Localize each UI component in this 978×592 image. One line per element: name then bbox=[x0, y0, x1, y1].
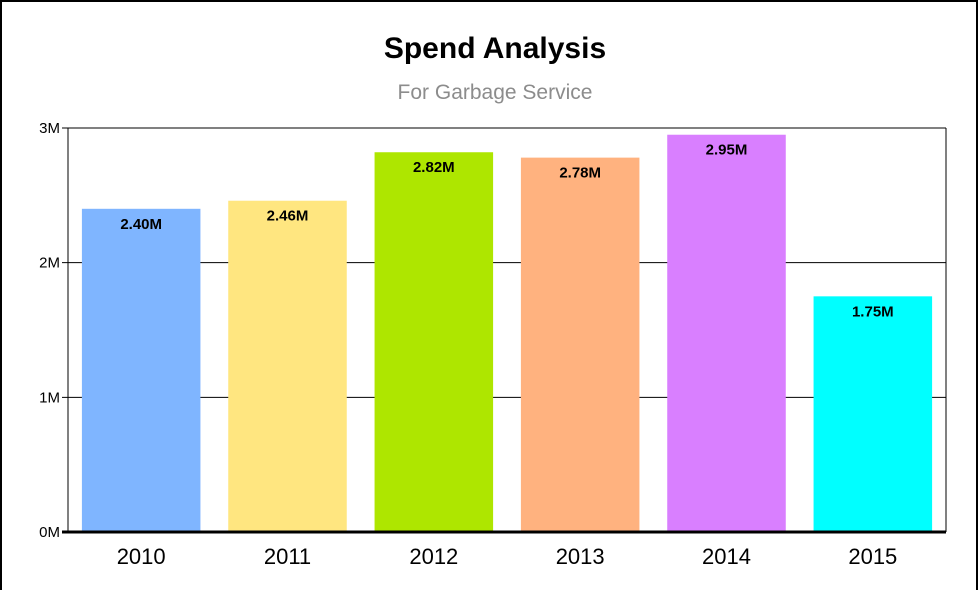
x-axis-ticks: 2010 2011 2012 2013 2014 2015 bbox=[117, 544, 898, 569]
y-axis-ticks: 0M 1M 2M 3M bbox=[39, 120, 60, 541]
y-tick-label: 3M bbox=[39, 120, 60, 137]
data-label: 2.40M bbox=[120, 216, 162, 233]
data-label: 2.78M bbox=[559, 165, 601, 182]
plot-border bbox=[62, 127, 947, 534]
chart-title: Spend Analysis bbox=[384, 32, 606, 65]
data-labels: 2.40M 2.46M 2.82M 2.78M 2.95M 1.75M bbox=[120, 142, 893, 321]
y-tick-label: 1M bbox=[39, 389, 60, 406]
x-tick-label: 2011 bbox=[264, 544, 311, 569]
bars bbox=[81, 134, 933, 533]
x-tick-label: 2014 bbox=[702, 544, 751, 569]
chart-subtitle: For Garbage Service bbox=[398, 81, 593, 104]
bar bbox=[667, 134, 786, 532]
bar bbox=[81, 208, 201, 533]
x-tick-label: 2015 bbox=[848, 544, 897, 569]
x-tick-label: 2012 bbox=[409, 544, 458, 569]
data-label: 2.46M bbox=[267, 208, 309, 225]
x-tick-label: 2010 bbox=[117, 544, 166, 569]
y-tick-label: 0M bbox=[39, 524, 60, 541]
bar bbox=[374, 152, 494, 533]
data-label: 2.95M bbox=[706, 142, 748, 159]
x-tick-label: 2013 bbox=[556, 544, 605, 569]
bar bbox=[813, 296, 933, 532]
bar bbox=[520, 157, 640, 533]
data-label: 2.82M bbox=[413, 159, 455, 176]
bar bbox=[228, 200, 347, 532]
data-label: 1.75M bbox=[852, 303, 894, 320]
y-tick-label: 2M bbox=[39, 255, 60, 272]
